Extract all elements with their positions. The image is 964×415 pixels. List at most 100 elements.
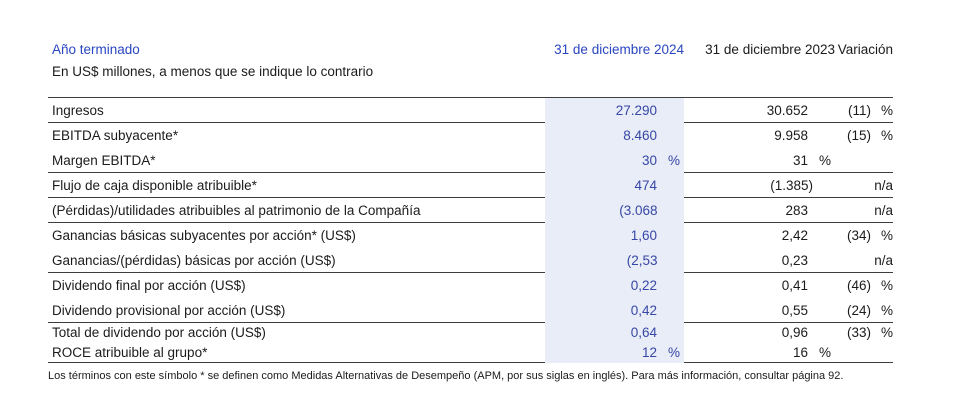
row-label: Ingresos (52, 103, 104, 118)
percent-2024 (657, 298, 684, 323)
percent-2023 (808, 198, 835, 223)
percent-2023 (808, 298, 835, 323)
percent-2023 (808, 323, 835, 343)
variation-value: (34) (846, 228, 871, 243)
value-2023: (1.385) (770, 178, 813, 193)
variation-cell (835, 148, 893, 173)
footnote: Los términos con este símbolo * se defin… (48, 370, 844, 382)
variation-cell: n/a (835, 173, 893, 198)
table-row: Ganancias básicas subyacentes por acción… (48, 223, 893, 248)
table-row: Ingresos 27.290 30.652 (11)% (48, 98, 893, 123)
percent-2023 (808, 173, 835, 198)
table-row: Total de dividendo por acción (US$) 0,64 0… (48, 323, 893, 343)
table-row: Margen EBITDA* 30% 31% (48, 148, 893, 173)
row-label: Flujo de caja disponible atribuible* (52, 178, 257, 193)
percent-2023 (808, 273, 835, 298)
column-header-variation: Variación (837, 42, 893, 57)
variation-percent: % (880, 128, 893, 143)
row-label: ROCE atribuible al grupo* (52, 345, 208, 360)
table-row: Dividendo provisional por acción (US$) 0,… (48, 298, 893, 323)
variation-cell (835, 343, 893, 363)
percent-2023 (808, 248, 835, 273)
percent-2024 (657, 248, 684, 273)
variation-cell: (34)% (835, 223, 893, 248)
table-row: EBITDA subyacente* 8.460 9.958 (15)% (48, 123, 893, 148)
percent-2023 (808, 98, 835, 123)
variation-percent: n/a (874, 253, 893, 268)
value-2023: 30.652 (766, 103, 808, 118)
row-label: (Pérdidas)/utilidades atribuibles al pat… (52, 203, 421, 218)
variation-percent (871, 148, 893, 173)
percent-2023: % (818, 345, 831, 360)
variation-percent (871, 343, 893, 363)
row-label: Dividendo final por acción (US$) (52, 278, 246, 293)
row-label: Ganancias básicas subyacentes por acción… (52, 228, 356, 243)
column-header-2023: 31 de diciembre 2023 (705, 42, 835, 57)
variation-percent: % (880, 103, 893, 118)
percent-2024 (657, 198, 684, 223)
percent-2024 (657, 323, 684, 343)
variation-percent: % (880, 303, 893, 318)
row-label: Dividendo provisional por acción (US$) (52, 303, 286, 318)
value-2023: 2,42 (781, 228, 808, 243)
percent-2024: % (657, 148, 684, 173)
value-2024: 474 (545, 173, 657, 198)
table-row: ROCE atribuible al grupo* 12% 16% (48, 343, 893, 363)
variation-value: (15) (846, 128, 871, 143)
column-header-2024: 31 de diciembre 2024 (554, 42, 684, 57)
variation-cell: (11)% (835, 98, 893, 123)
table-row: Dividendo final por acción (US$) 0,22 0,41… (48, 273, 893, 298)
financial-table: Ingresos 27.290 30.652 (11)% EBITDA subyacen… (48, 97, 893, 363)
row-label: Total de dividendo por acción (US$) (52, 325, 266, 340)
value-2024: 30 (545, 148, 657, 173)
variation-percent: n/a (874, 203, 893, 218)
value-2024: 0,64 (545, 323, 657, 343)
table-row: Flujo de caja disponible atribuible* 474 (… (48, 173, 893, 198)
variation-value: (11) (847, 103, 871, 118)
percent-2024 (657, 98, 684, 123)
variation-cell: (33)% (835, 323, 893, 343)
variation-value: (46) (846, 278, 871, 293)
value-2024: 1,60 (545, 223, 657, 248)
percent-2024 (657, 273, 684, 298)
table-header: Año terminado 31 de diciembre 2024 31 de… (48, 40, 893, 59)
variation-percent: n/a (874, 178, 893, 193)
value-2023: 0,96 (781, 325, 808, 340)
percent-2024 (657, 123, 684, 148)
value-2023: 9.958 (774, 128, 808, 143)
table-row: Ganancias/(pérdidas) básicas por acción … (48, 248, 893, 273)
value-2024: 0,22 (545, 273, 657, 298)
value-2023: 31 (792, 153, 808, 168)
variation-value: (24) (846, 303, 871, 318)
value-2023: 0,55 (781, 303, 808, 318)
variation-percent: % (880, 278, 893, 293)
value-2023: 283 (785, 203, 808, 218)
variation-cell: n/a (835, 248, 893, 273)
value-2024: 8.460 (545, 123, 657, 148)
page-title: Año terminado (52, 42, 140, 57)
variation-value: (33) (846, 325, 871, 340)
value-2023: 16 (792, 345, 808, 360)
value-2024: 0,42 (545, 298, 657, 323)
value-2023: 0,23 (781, 253, 808, 268)
variation-cell: (24)% (835, 298, 893, 323)
percent-2023: % (818, 153, 831, 168)
variation-percent: % (880, 228, 893, 243)
row-label: Ganancias/(pérdidas) básicas por acción … (52, 253, 336, 268)
percent-2024 (657, 223, 684, 248)
percent-2023 (808, 123, 835, 148)
percent-2024: % (657, 343, 684, 363)
variation-percent: % (880, 325, 893, 340)
value-2024: (2,53) (545, 248, 662, 273)
value-2024: 12 (545, 343, 657, 363)
value-2024: (3.068) (545, 198, 662, 223)
value-2023: 0,41 (781, 278, 808, 293)
row-label: Margen EBITDA* (52, 153, 156, 168)
variation-cell: (15)% (835, 123, 893, 148)
variation-cell: (46)% (835, 273, 893, 298)
percent-2023 (808, 223, 835, 248)
row-label: EBITDA subyacente* (52, 128, 179, 143)
table-row: (Pérdidas)/utilidades atribuibles al pat… (48, 198, 893, 223)
variation-cell: n/a (835, 198, 893, 223)
